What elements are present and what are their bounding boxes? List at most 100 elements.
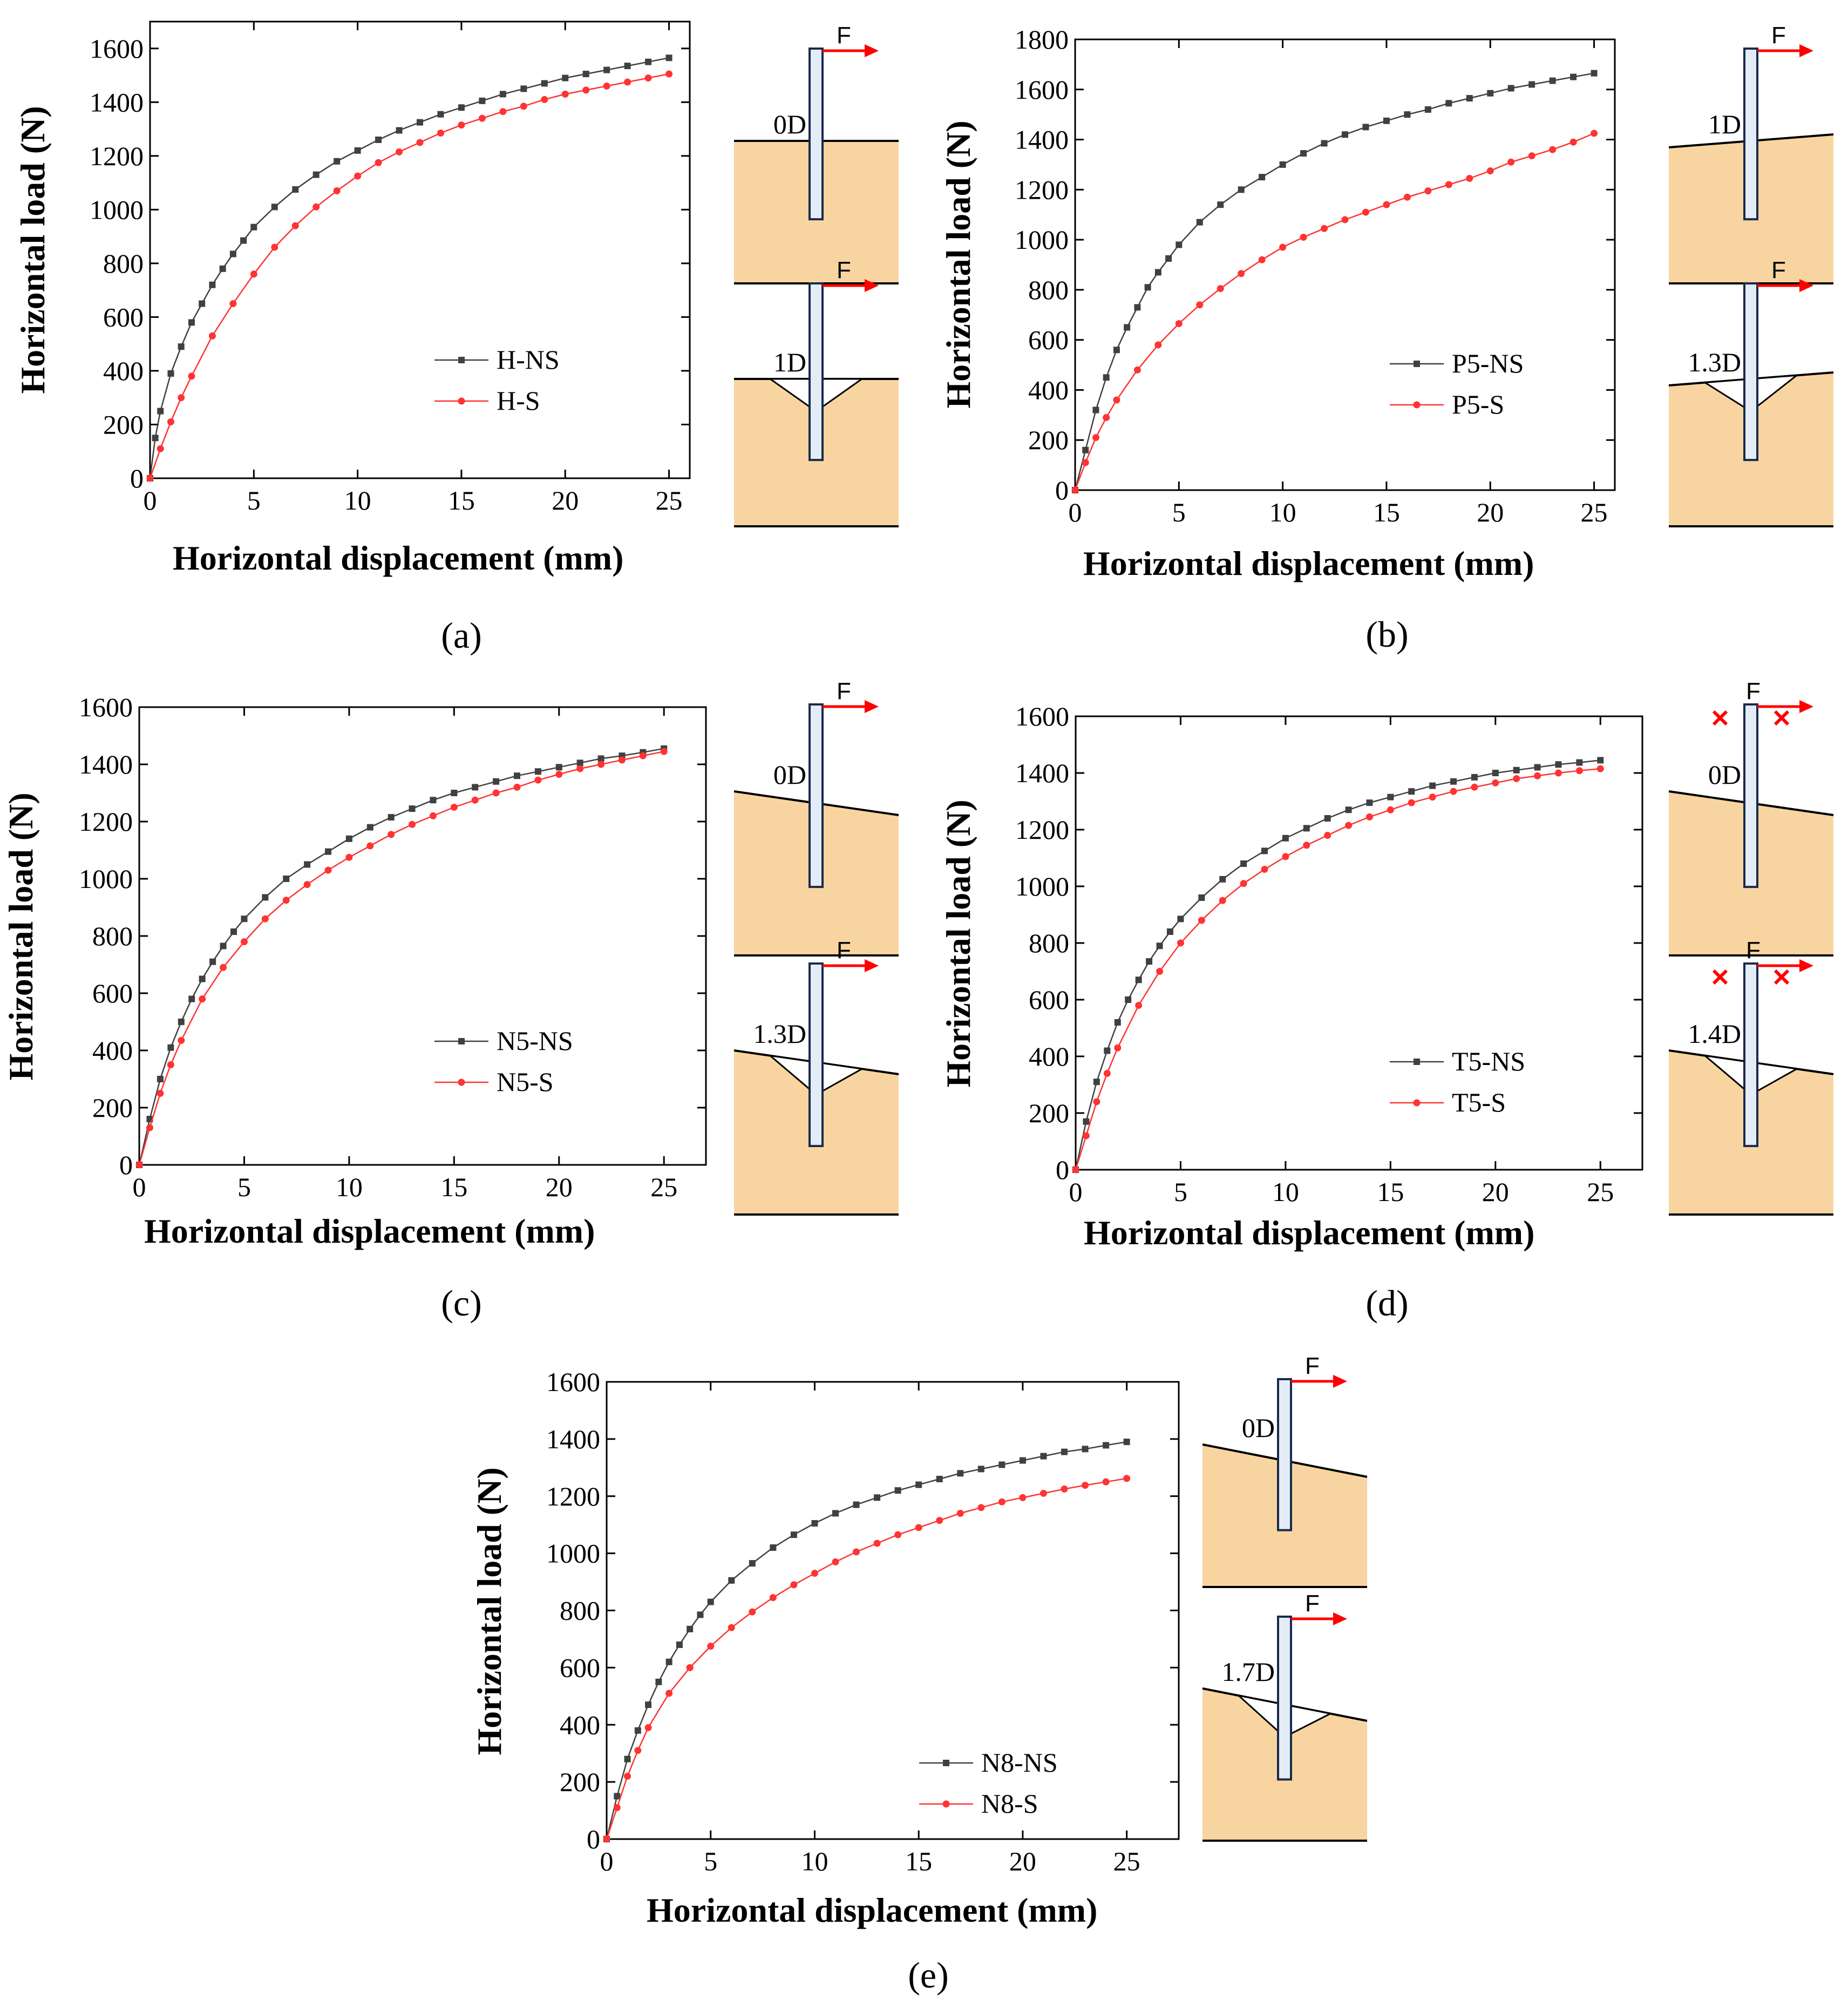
data-point <box>291 222 299 229</box>
data-point <box>1597 757 1604 764</box>
y-tick-label: 200 <box>560 1767 600 1797</box>
data-point <box>1403 193 1411 201</box>
y-tick-label: 200 <box>1028 425 1069 455</box>
series-T5-S <box>1072 765 1604 1174</box>
data-point <box>135 1161 143 1169</box>
data-point <box>624 1755 631 1762</box>
data-point <box>1219 876 1226 883</box>
data-point <box>1300 233 1307 241</box>
data-point <box>451 790 458 796</box>
data-point <box>977 1504 985 1511</box>
data-point <box>157 1076 164 1082</box>
y-tick-label: 1600 <box>1015 701 1069 731</box>
data-point <box>388 831 395 838</box>
data-point <box>1240 860 1247 867</box>
pile-schematic: F 1.4D <box>1668 937 1834 1216</box>
data-point <box>1404 111 1411 118</box>
data-point <box>1093 1078 1100 1086</box>
data-point <box>1387 793 1394 801</box>
data-point <box>157 1090 164 1097</box>
data-point <box>597 761 605 768</box>
x-axis-title: Horizontal displacement (mm) <box>1083 544 1534 582</box>
data-point <box>655 1678 662 1685</box>
data-point <box>1113 347 1120 354</box>
restraint-cross <box>1774 710 1790 726</box>
data-point <box>1061 1486 1068 1493</box>
series-line-H-S <box>149 73 669 479</box>
data-point <box>1071 486 1079 494</box>
legend-marker <box>1413 1099 1421 1107</box>
data-point <box>697 1611 704 1618</box>
pile-schematic: F 1.3D <box>733 937 899 1216</box>
data-point <box>1156 942 1163 949</box>
data-point <box>178 1036 185 1044</box>
data-point <box>375 159 382 166</box>
data-point <box>1217 201 1224 208</box>
data-point <box>534 768 541 775</box>
force-arrow-head <box>865 44 879 57</box>
x-tick-label: 20 <box>546 1172 573 1202</box>
data-point <box>1445 181 1452 188</box>
y-tick-label: 0 <box>130 463 144 493</box>
data-point <box>1083 1118 1090 1125</box>
legend-marker <box>458 1078 465 1086</box>
pile-schematic: F 0D <box>733 678 899 957</box>
force-arrow-head <box>1799 959 1813 972</box>
pile <box>1743 703 1758 888</box>
data-point <box>1429 793 1436 801</box>
data-point <box>1345 822 1353 829</box>
data-point <box>1471 783 1478 791</box>
force-arrow-head <box>1799 44 1813 57</box>
series-N8-S <box>603 1475 1131 1843</box>
series-line-N8-NS <box>606 1441 1127 1840</box>
data-point <box>167 370 174 377</box>
x-tick-label: 10 <box>336 1172 363 1202</box>
data-point <box>1238 186 1245 193</box>
data-point <box>582 71 589 78</box>
data-point <box>874 1494 881 1501</box>
data-point <box>603 1835 610 1843</box>
data-point <box>1321 140 1328 147</box>
y-axis-title: Horizontal load (N) <box>939 799 977 1087</box>
data-point <box>199 975 206 982</box>
data-point <box>562 74 569 82</box>
chart-panel-c: 0 5 10 15 20 25 0 200 400 600 800 1000 1200 1400 1600 H… <box>2 692 707 1324</box>
data-point <box>1102 1478 1110 1486</box>
force-arrow-head <box>865 279 879 292</box>
data-point <box>1134 304 1141 311</box>
series-N8-NS <box>603 1439 1130 1842</box>
data-point <box>1324 832 1331 839</box>
force-arrow-head <box>1333 1612 1347 1625</box>
data-point <box>493 778 500 785</box>
data-point <box>1383 117 1390 124</box>
y-tick-label: 400 <box>103 356 144 386</box>
x-tick-label: 15 <box>440 1172 467 1202</box>
data-point <box>1019 1457 1026 1464</box>
x-tick-label: 0 <box>133 1172 146 1202</box>
data-point <box>1114 1044 1122 1052</box>
data-point <box>1300 150 1307 157</box>
force-label: F <box>837 937 851 964</box>
y-axis-title: Horizontal load (N) <box>939 120 977 408</box>
data-point <box>188 372 195 380</box>
data-point <box>853 1501 860 1508</box>
data-point <box>1362 124 1369 131</box>
x-axis-title: Horizontal displacement (mm) <box>1084 1213 1534 1252</box>
data-point <box>1303 825 1310 832</box>
x-axis-title: Horizontal displacement (mm) <box>144 1212 595 1250</box>
y-tick-label: 200 <box>103 409 144 439</box>
y-tick-label: 1400 <box>79 749 133 779</box>
x-tick-label: 10 <box>344 485 371 515</box>
panel-label: (a) <box>441 615 481 656</box>
y-tick-label: 1400 <box>1015 125 1069 155</box>
x-tick-label: 25 <box>1581 497 1608 527</box>
data-point <box>1167 928 1173 935</box>
legend-marker <box>942 1800 950 1808</box>
data-point <box>1492 779 1499 786</box>
data-point <box>534 776 542 784</box>
data-point <box>1040 1489 1047 1497</box>
series-H-NS <box>147 55 672 481</box>
x-tick-label: 5 <box>237 1172 251 1202</box>
data-point <box>261 915 269 923</box>
data-point <box>324 866 332 874</box>
